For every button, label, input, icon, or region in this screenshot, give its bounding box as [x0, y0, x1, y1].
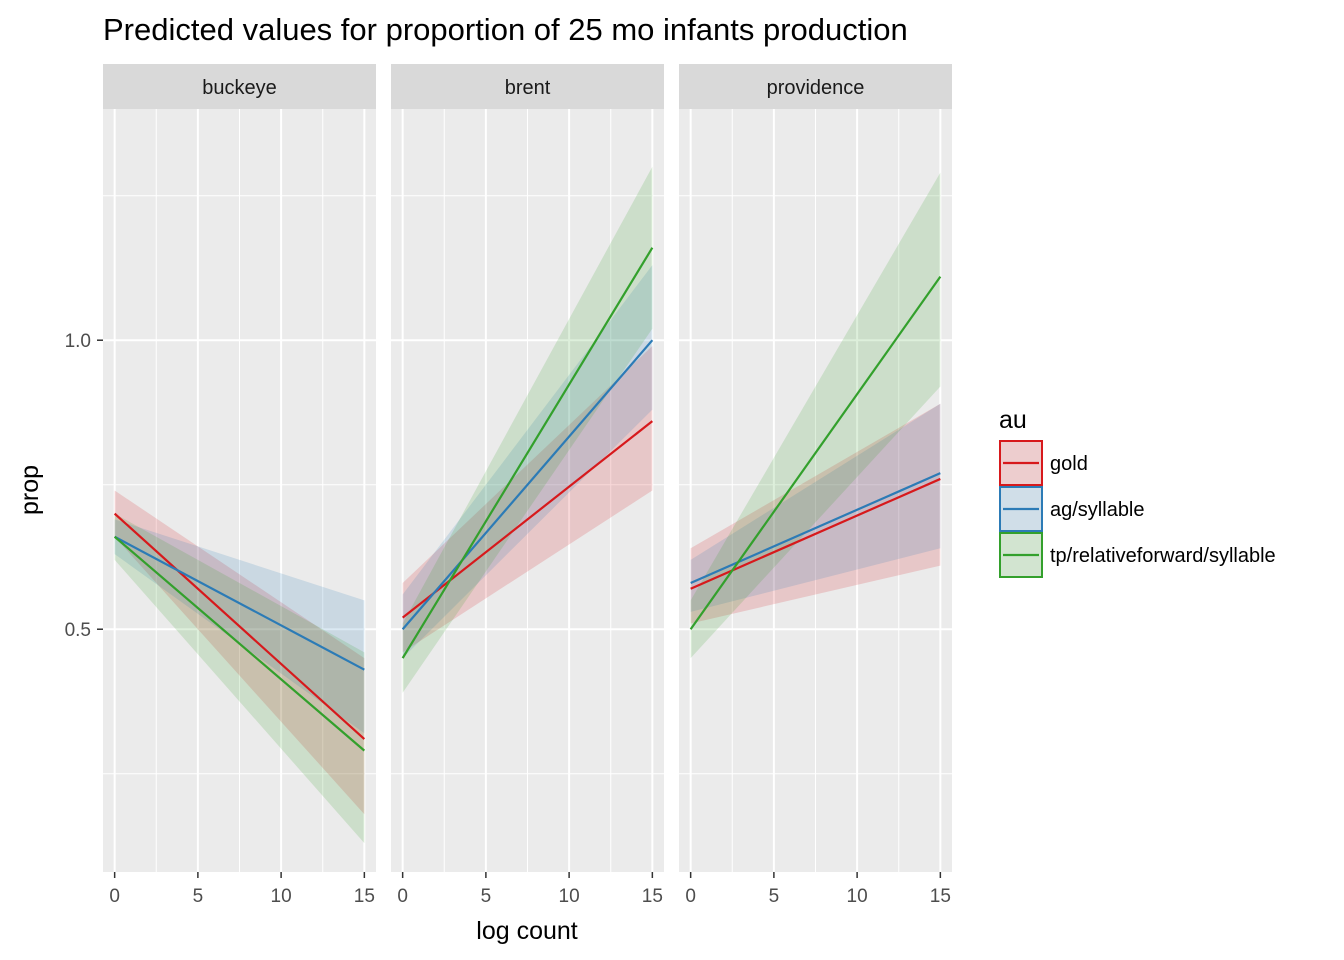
series-line-tp-relativeforward-syllable: [113, 535, 366, 752]
legend-label: tp/relativeforward/syllable: [1050, 545, 1276, 567]
series-line-ag-syllable: [401, 339, 654, 630]
y-axis-title: prop: [16, 465, 44, 515]
confidence-band-ag-syllable: [402, 265, 653, 659]
x-tick-label: 15: [642, 886, 663, 907]
confidence-band-tp-relativeforward-syllable: [402, 166, 653, 693]
legend-item: tp/relativeforward/syllable: [999, 532, 1276, 578]
x-tick-label: 5: [193, 886, 204, 907]
panel-brent: brent 0 5 10 15: [391, 64, 664, 907]
chart-title: Predicted values for proportion of 25 mo…: [103, 12, 908, 47]
x-tick-label: 10: [559, 886, 580, 907]
x-tick-label: 0: [397, 886, 408, 907]
confidence-band-gold: [402, 345, 653, 653]
panel-buckeye: buckeye 0 5 10 15 0.5 1.0: [65, 64, 376, 907]
x-tick-label: 0: [685, 886, 696, 907]
x-tick-label: 10: [271, 886, 292, 907]
series-line-ag-syllable: [690, 472, 941, 584]
y-tick-label: 0.5: [65, 620, 91, 641]
series-line-tp-relativeforward-syllable: [401, 247, 654, 659]
confidence-band-gold: [690, 403, 941, 624]
x-tick-label: 15: [930, 886, 951, 907]
confidence-band-tp-relativeforward-syllable: [114, 513, 365, 844]
confidence-band-ag-syllable: [690, 403, 941, 612]
legend-item: gold: [999, 440, 1088, 486]
facet-strip: [103, 64, 376, 109]
series-line-gold: [401, 420, 654, 619]
legend-label: ag/syllable: [1050, 499, 1145, 521]
x-axis-title: log count: [476, 917, 578, 945]
series-line-gold: [113, 512, 366, 740]
legend-item: ag/syllable: [999, 486, 1145, 532]
facet-strip-label: brent: [505, 77, 551, 99]
series-line-ag-syllable: [114, 535, 365, 671]
x-tick-label: 0: [109, 886, 120, 907]
facet-strip-label: providence: [767, 77, 865, 99]
y-tick-label: 1.0: [65, 331, 91, 352]
legend-label: gold: [1050, 453, 1088, 475]
x-tick-label: 10: [847, 886, 868, 907]
facet-strip-label: buckeye: [202, 77, 277, 99]
facet-strip: [391, 64, 664, 109]
confidence-band-tp-relativeforward-syllable: [690, 172, 941, 659]
x-tick-label: 5: [481, 886, 492, 907]
legend: au gold ag/syllable tp/relativeforward/syl…: [999, 406, 1276, 578]
x-tick-label: 15: [354, 886, 375, 907]
panel-providence: providence 0 5 10 15: [679, 64, 952, 907]
legend-title: au: [999, 406, 1027, 434]
series-line-tp-relativeforward-syllable: [689, 275, 942, 630]
facet-strip: [679, 64, 952, 109]
x-tick-label: 5: [769, 886, 780, 907]
